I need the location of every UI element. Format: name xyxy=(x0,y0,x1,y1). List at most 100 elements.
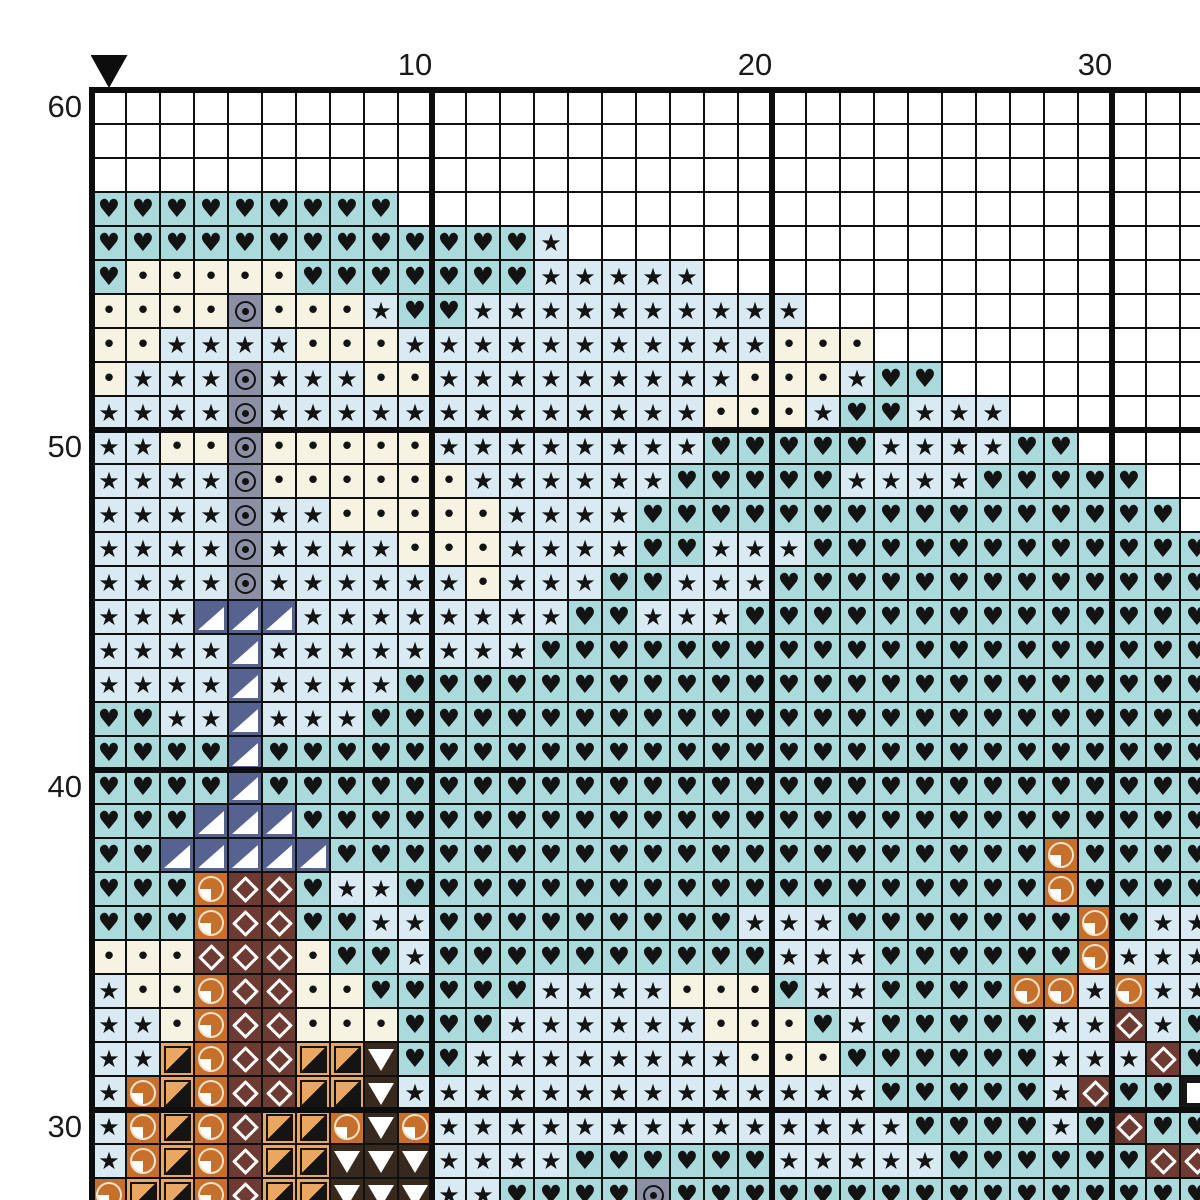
grid-cell: ♥ xyxy=(1146,838,1180,872)
heart-teal-icon: ♥ xyxy=(981,1044,1005,1073)
grid-cell: ♥ xyxy=(466,872,500,906)
heart-teal-icon: ♥ xyxy=(947,908,971,937)
down-triangle-dark-brown-icon xyxy=(368,1117,394,1139)
heart-teal-icon: ♥ xyxy=(1083,1112,1107,1141)
dot-cream-icon: • xyxy=(373,466,389,496)
heart-teal-icon: ♥ xyxy=(879,942,903,971)
grid-cell: ♥ xyxy=(296,770,330,804)
grid-cell xyxy=(92,90,126,124)
grid-cell xyxy=(1180,260,1200,294)
grid-cell: ♥ xyxy=(1044,770,1078,804)
grid-cell: ★ xyxy=(160,634,194,668)
diamond-outline-brown-icon xyxy=(265,943,293,971)
star-pale-blue-icon: ★ xyxy=(200,365,222,393)
star-pale-blue-icon: ★ xyxy=(472,365,494,393)
grid-cell: ★ xyxy=(670,362,704,396)
heart-teal-icon: ♥ xyxy=(913,874,937,903)
grid-cell: ♥ xyxy=(704,1178,738,1200)
grid-cell: ♥ xyxy=(398,736,432,770)
star-pale-blue-icon: ★ xyxy=(540,501,562,529)
grid-cell: ♥ xyxy=(1146,668,1180,702)
grid-cell xyxy=(942,124,976,158)
grid-cell xyxy=(1078,90,1112,124)
heart-teal-icon: ♥ xyxy=(981,704,1005,733)
grid-cell: ★ xyxy=(466,1076,500,1110)
star-pale-blue-icon: ★ xyxy=(778,909,800,937)
dot-cream-icon: • xyxy=(169,976,185,1006)
grid-cell: ★ xyxy=(160,328,194,362)
grid-cell: ♥ xyxy=(874,940,908,974)
grid-cell xyxy=(1180,90,1200,124)
grid-cell xyxy=(976,158,1010,192)
heart-teal-icon: ♥ xyxy=(369,704,393,733)
half-square-tan-icon xyxy=(129,1181,157,1200)
star-pale-blue-icon: ★ xyxy=(268,569,290,597)
grid-cell xyxy=(942,328,976,362)
grid-cell xyxy=(908,90,942,124)
grid-cell xyxy=(772,260,806,294)
heart-teal-icon: ♥ xyxy=(573,670,597,699)
heart-teal-icon: ♥ xyxy=(437,908,461,937)
star-pale-blue-icon: ★ xyxy=(132,365,154,393)
grid-cell: ★ xyxy=(704,1042,738,1076)
grid-cell: ★ xyxy=(92,532,126,566)
grid-cell: ★ xyxy=(262,396,296,430)
grid-cell xyxy=(1044,124,1078,158)
down-triangle-dark-brown-icon xyxy=(334,1151,360,1173)
grid-cell: ♥ xyxy=(670,804,704,838)
heart-teal-icon: ♥ xyxy=(709,772,733,801)
heart-teal-icon: ♥ xyxy=(1015,1010,1039,1039)
star-pale-blue-icon: ★ xyxy=(676,365,698,393)
quarter-circle-orange-icon xyxy=(198,1148,224,1174)
grid-cell: ♥ xyxy=(908,1076,942,1110)
grid-cell: ♥ xyxy=(704,702,738,736)
heart-teal-icon: ♥ xyxy=(437,806,461,835)
grid-cell: ♥ xyxy=(602,566,636,600)
star-pale-blue-icon: ★ xyxy=(676,331,698,359)
grid-cell: ★ xyxy=(432,362,466,396)
heart-teal-icon: ♥ xyxy=(947,534,971,563)
heart-teal-icon: ♥ xyxy=(879,602,903,631)
star-pale-blue-icon: ★ xyxy=(506,1079,528,1107)
grid-cell: ♥ xyxy=(1180,566,1200,600)
heart-teal-icon: ♥ xyxy=(1185,772,1200,801)
dot-cream-icon: • xyxy=(713,398,729,428)
grid-cell: ★ xyxy=(330,566,364,600)
heart-teal-icon: ♥ xyxy=(165,228,189,257)
grid-cell: ♥ xyxy=(976,1144,1010,1178)
grid-cell: ♥ xyxy=(908,634,942,668)
heart-teal-icon: ♥ xyxy=(743,874,767,903)
heart-teal-icon: ♥ xyxy=(1151,670,1175,699)
heart-teal-icon: ♥ xyxy=(607,840,631,869)
grid-cell: ♥ xyxy=(398,1042,432,1076)
heart-teal-icon: ♥ xyxy=(1151,874,1175,903)
grid-cell: ♥ xyxy=(738,464,772,498)
grid-cell: ♥ xyxy=(976,906,1010,940)
grid-cell xyxy=(534,158,568,192)
grid-cell xyxy=(704,158,738,192)
dot-cream-icon: • xyxy=(781,398,797,428)
grid-cell: ♥ xyxy=(1010,804,1044,838)
grid-cell: ♥ xyxy=(806,770,840,804)
diamond-outline-brown-icon xyxy=(231,1079,259,1107)
grid-cell: ★ xyxy=(364,294,398,328)
grid-cell: ♥ xyxy=(364,702,398,736)
grid-cell: ♥ xyxy=(908,498,942,532)
circled-dot-gray-icon xyxy=(234,538,256,560)
circled-dot-gray-icon xyxy=(642,1184,664,1200)
star-pale-blue-icon: ★ xyxy=(1118,1045,1140,1073)
star-pale-blue-icon: ★ xyxy=(268,705,290,733)
heart-teal-icon: ♥ xyxy=(845,534,869,563)
grid-cell: ♥ xyxy=(432,736,466,770)
grid-cell: ★ xyxy=(636,974,670,1008)
star-pale-blue-icon: ★ xyxy=(506,1045,528,1073)
heart-teal-icon: ♥ xyxy=(1117,738,1141,767)
heart-teal-icon: ♥ xyxy=(267,228,291,257)
circled-dot-gray-icon xyxy=(234,572,256,594)
quarter-circle-orange-icon xyxy=(130,1114,156,1140)
grid-cell: ♥ xyxy=(1010,702,1044,736)
star-pale-blue-icon: ★ xyxy=(710,535,732,563)
dot-cream-icon: • xyxy=(169,432,185,462)
star-pale-blue-icon: ★ xyxy=(1186,909,1200,937)
grid-cell: ♥ xyxy=(840,872,874,906)
